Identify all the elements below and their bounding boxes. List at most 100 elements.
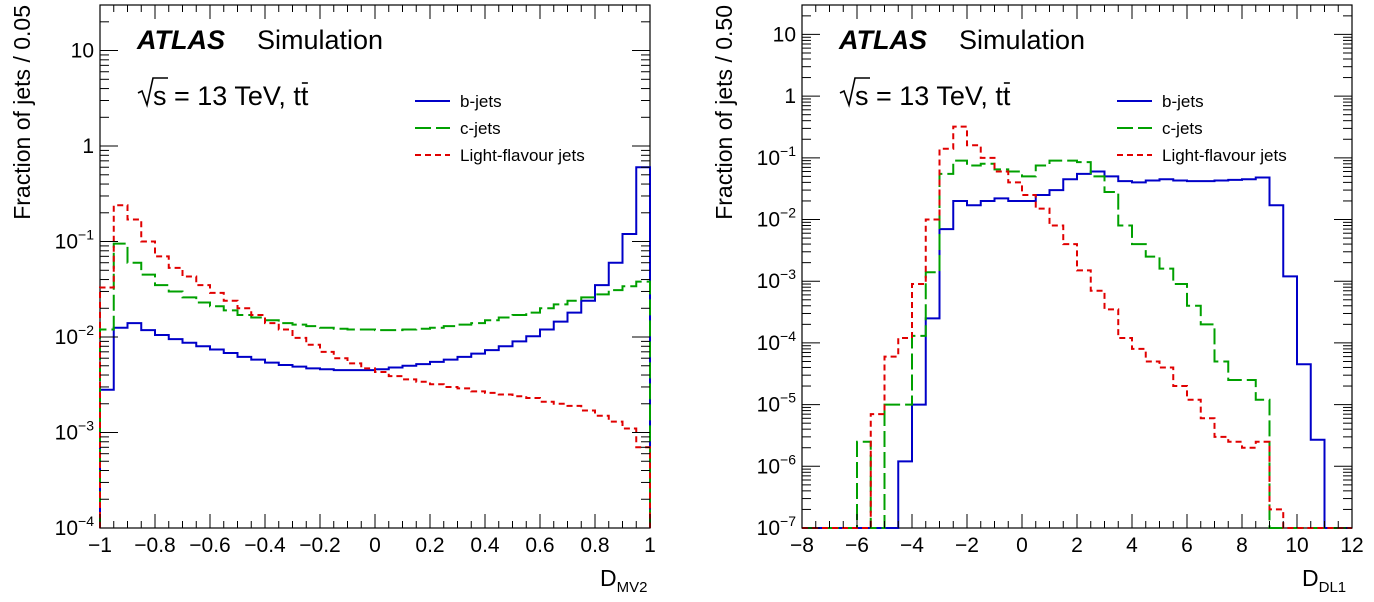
- y-tick-label-base: 10: [55, 231, 78, 254]
- atlas-sublabel: Simulation: [257, 25, 383, 55]
- x-tick-label: 0.8: [580, 534, 609, 557]
- y-tick-label: 10−1: [757, 143, 797, 170]
- y-tick-label-exp: −3: [780, 266, 796, 282]
- y-tick-label: 10−4: [55, 513, 95, 540]
- energy-annotation-tbar: t: [301, 81, 309, 111]
- legend-label: c-jets: [1162, 119, 1203, 138]
- x-tick-label: 12: [1340, 534, 1363, 557]
- x-tick-label: −0.4: [244, 534, 286, 557]
- legend-label: b-jets: [460, 92, 502, 111]
- atlas-label: ATLAS: [838, 25, 927, 55]
- x-tick-label: −0.8: [134, 534, 175, 557]
- legend: b-jets c-jets Light-flavour jets: [1117, 92, 1287, 165]
- y-tick-label-exp: −2: [780, 205, 796, 221]
- energy-annotation-text: s = 13 TeV, tt: [153, 81, 309, 111]
- axis-layer: −8 −6 −4 −2 0 2 4 6 8 10 1210−710−610−510−410−310−…: [757, 4, 1364, 557]
- energy-annotation: s = 13 TeV, tt: [137, 77, 309, 111]
- y-tick-label-base: 1: [82, 135, 94, 158]
- x-tick-label: 8: [1236, 534, 1248, 557]
- x-tick-label: 2: [1071, 534, 1083, 557]
- y-tick-label-exp: −4: [780, 328, 796, 344]
- y-tick-label-base: 10: [55, 517, 78, 540]
- y-tick-label-base: 10: [55, 326, 78, 349]
- y-tick-label: 10−5: [757, 390, 797, 417]
- y-tick-label-exp: −7: [780, 513, 796, 529]
- axis-layer: −1 −0.8 −0.6 −0.4 −0.2 0 0.2 0.4 0.6 0.8 110−410−3…: [55, 4, 656, 557]
- x-tick-label: 1: [644, 534, 656, 557]
- y-tick-label-exp: −2: [78, 322, 94, 338]
- y-tick-label-exp: −1: [78, 227, 94, 243]
- series-line-c-jets: [99, 242, 651, 528]
- energy-annotation-tbar: t: [1003, 81, 1011, 111]
- series-line-light-flavour-jets: [99, 204, 651, 528]
- atlas-sublabel: Simulation: [959, 25, 1085, 55]
- x-tick-label: −0.2: [299, 534, 340, 557]
- chart-panel-dl1: −8 −6 −4 −2 0 2 4 6 8 10 1210−710−610−510−410−310−…: [711, 4, 1364, 596]
- series-line-c-jets: [802, 159, 1352, 529]
- y-tick-label-exp: −6: [780, 451, 796, 467]
- legend: b-jets c-jets Light-flavour jets: [415, 92, 585, 165]
- y-tick-label-base: 1: [784, 85, 796, 108]
- energy-annotation-text: s = 13 TeV, tt: [855, 81, 1011, 111]
- x-tick-label: 0.4: [470, 534, 500, 557]
- x-axis-title: DDL1: [1302, 565, 1346, 596]
- label-layer: Fraction of jets / 0.50 DDL1 ATLAS Simul…: [711, 5, 1346, 596]
- series-line-light-flavour-jets: [802, 125, 1352, 529]
- y-tick-label-exp: −3: [78, 418, 94, 434]
- energy-annotation-prefix: s = 13 TeV, t: [855, 81, 1003, 111]
- x-tick-label: −6: [845, 534, 869, 557]
- y-tick-label: 10−6: [757, 451, 797, 478]
- y-tick-label: 10−7: [757, 513, 797, 540]
- y-tick-label-base: 10: [757, 209, 780, 232]
- x-tick-label: 0.2: [415, 534, 444, 557]
- y-tick-label: 1: [784, 85, 796, 108]
- x-tick-label: 0.6: [525, 534, 554, 557]
- series-layer: [802, 125, 1352, 529]
- y-tick-label-base: 10: [773, 23, 796, 46]
- y-tick-label-exp: −5: [780, 390, 796, 406]
- label-layer: Fraction of jets / 0.05 DMV2 ATLAS Simul…: [9, 5, 647, 596]
- x-axis-title-main: D: [1302, 565, 1319, 591]
- legend-label: b-jets: [1162, 92, 1204, 111]
- energy-annotation-prefix: s = 13 TeV, t: [153, 81, 301, 111]
- x-axis-title-sub: MV2: [617, 579, 648, 596]
- y-tick-label: 10−4: [757, 328, 797, 355]
- y-tick-label-exp: −4: [78, 513, 94, 529]
- atlas-label: ATLAS: [136, 25, 225, 55]
- series-line-b-jets: [99, 166, 651, 528]
- y-tick-label: 10−2: [55, 322, 95, 349]
- x-tick-label: −4: [900, 534, 924, 557]
- y-axis-title: Fraction of jets / 0.05: [9, 5, 35, 220]
- x-tick-label: −8: [790, 534, 814, 557]
- y-tick-label-base: 10: [55, 422, 78, 445]
- x-tick-label: −0.6: [189, 534, 230, 557]
- x-tick-label: 0: [1016, 534, 1028, 557]
- x-tick-label: 0: [369, 534, 381, 557]
- x-axis-title-sub: DL1: [1319, 579, 1347, 596]
- y-tick-label-base: 10: [757, 455, 780, 478]
- y-tick-label-base: 10: [757, 332, 780, 355]
- y-tick-label-base: 10: [757, 394, 780, 417]
- series-layer: [99, 166, 651, 528]
- sqrt-icon: [839, 77, 870, 108]
- legend-label: Light-flavour jets: [1162, 146, 1287, 165]
- x-axis-title-main: D: [600, 565, 617, 591]
- y-tick-label: 10: [773, 23, 796, 46]
- x-tick-label: −2: [955, 534, 979, 557]
- y-tick-label-base: 10: [757, 270, 780, 293]
- sqrt-icon: [137, 77, 168, 108]
- x-tick-label: −1: [88, 534, 112, 557]
- energy-annotation: s = 13 TeV, tt: [839, 77, 1011, 111]
- x-tick-label: 4: [1126, 534, 1138, 557]
- y-tick-label-base: 10: [757, 147, 780, 170]
- y-tick-label: 10: [71, 40, 94, 63]
- y-axis-title: Fraction of jets / 0.50: [711, 5, 737, 220]
- y-tick-label: 10−2: [757, 205, 797, 232]
- y-tick-label-base: 10: [71, 40, 94, 63]
- y-tick-label: 10−3: [757, 266, 797, 293]
- x-axis-title: DMV2: [600, 565, 647, 596]
- y-tick-label: 1: [82, 135, 94, 158]
- legend-label: Light-flavour jets: [460, 146, 585, 165]
- y-tick-label-base: 10: [757, 517, 780, 540]
